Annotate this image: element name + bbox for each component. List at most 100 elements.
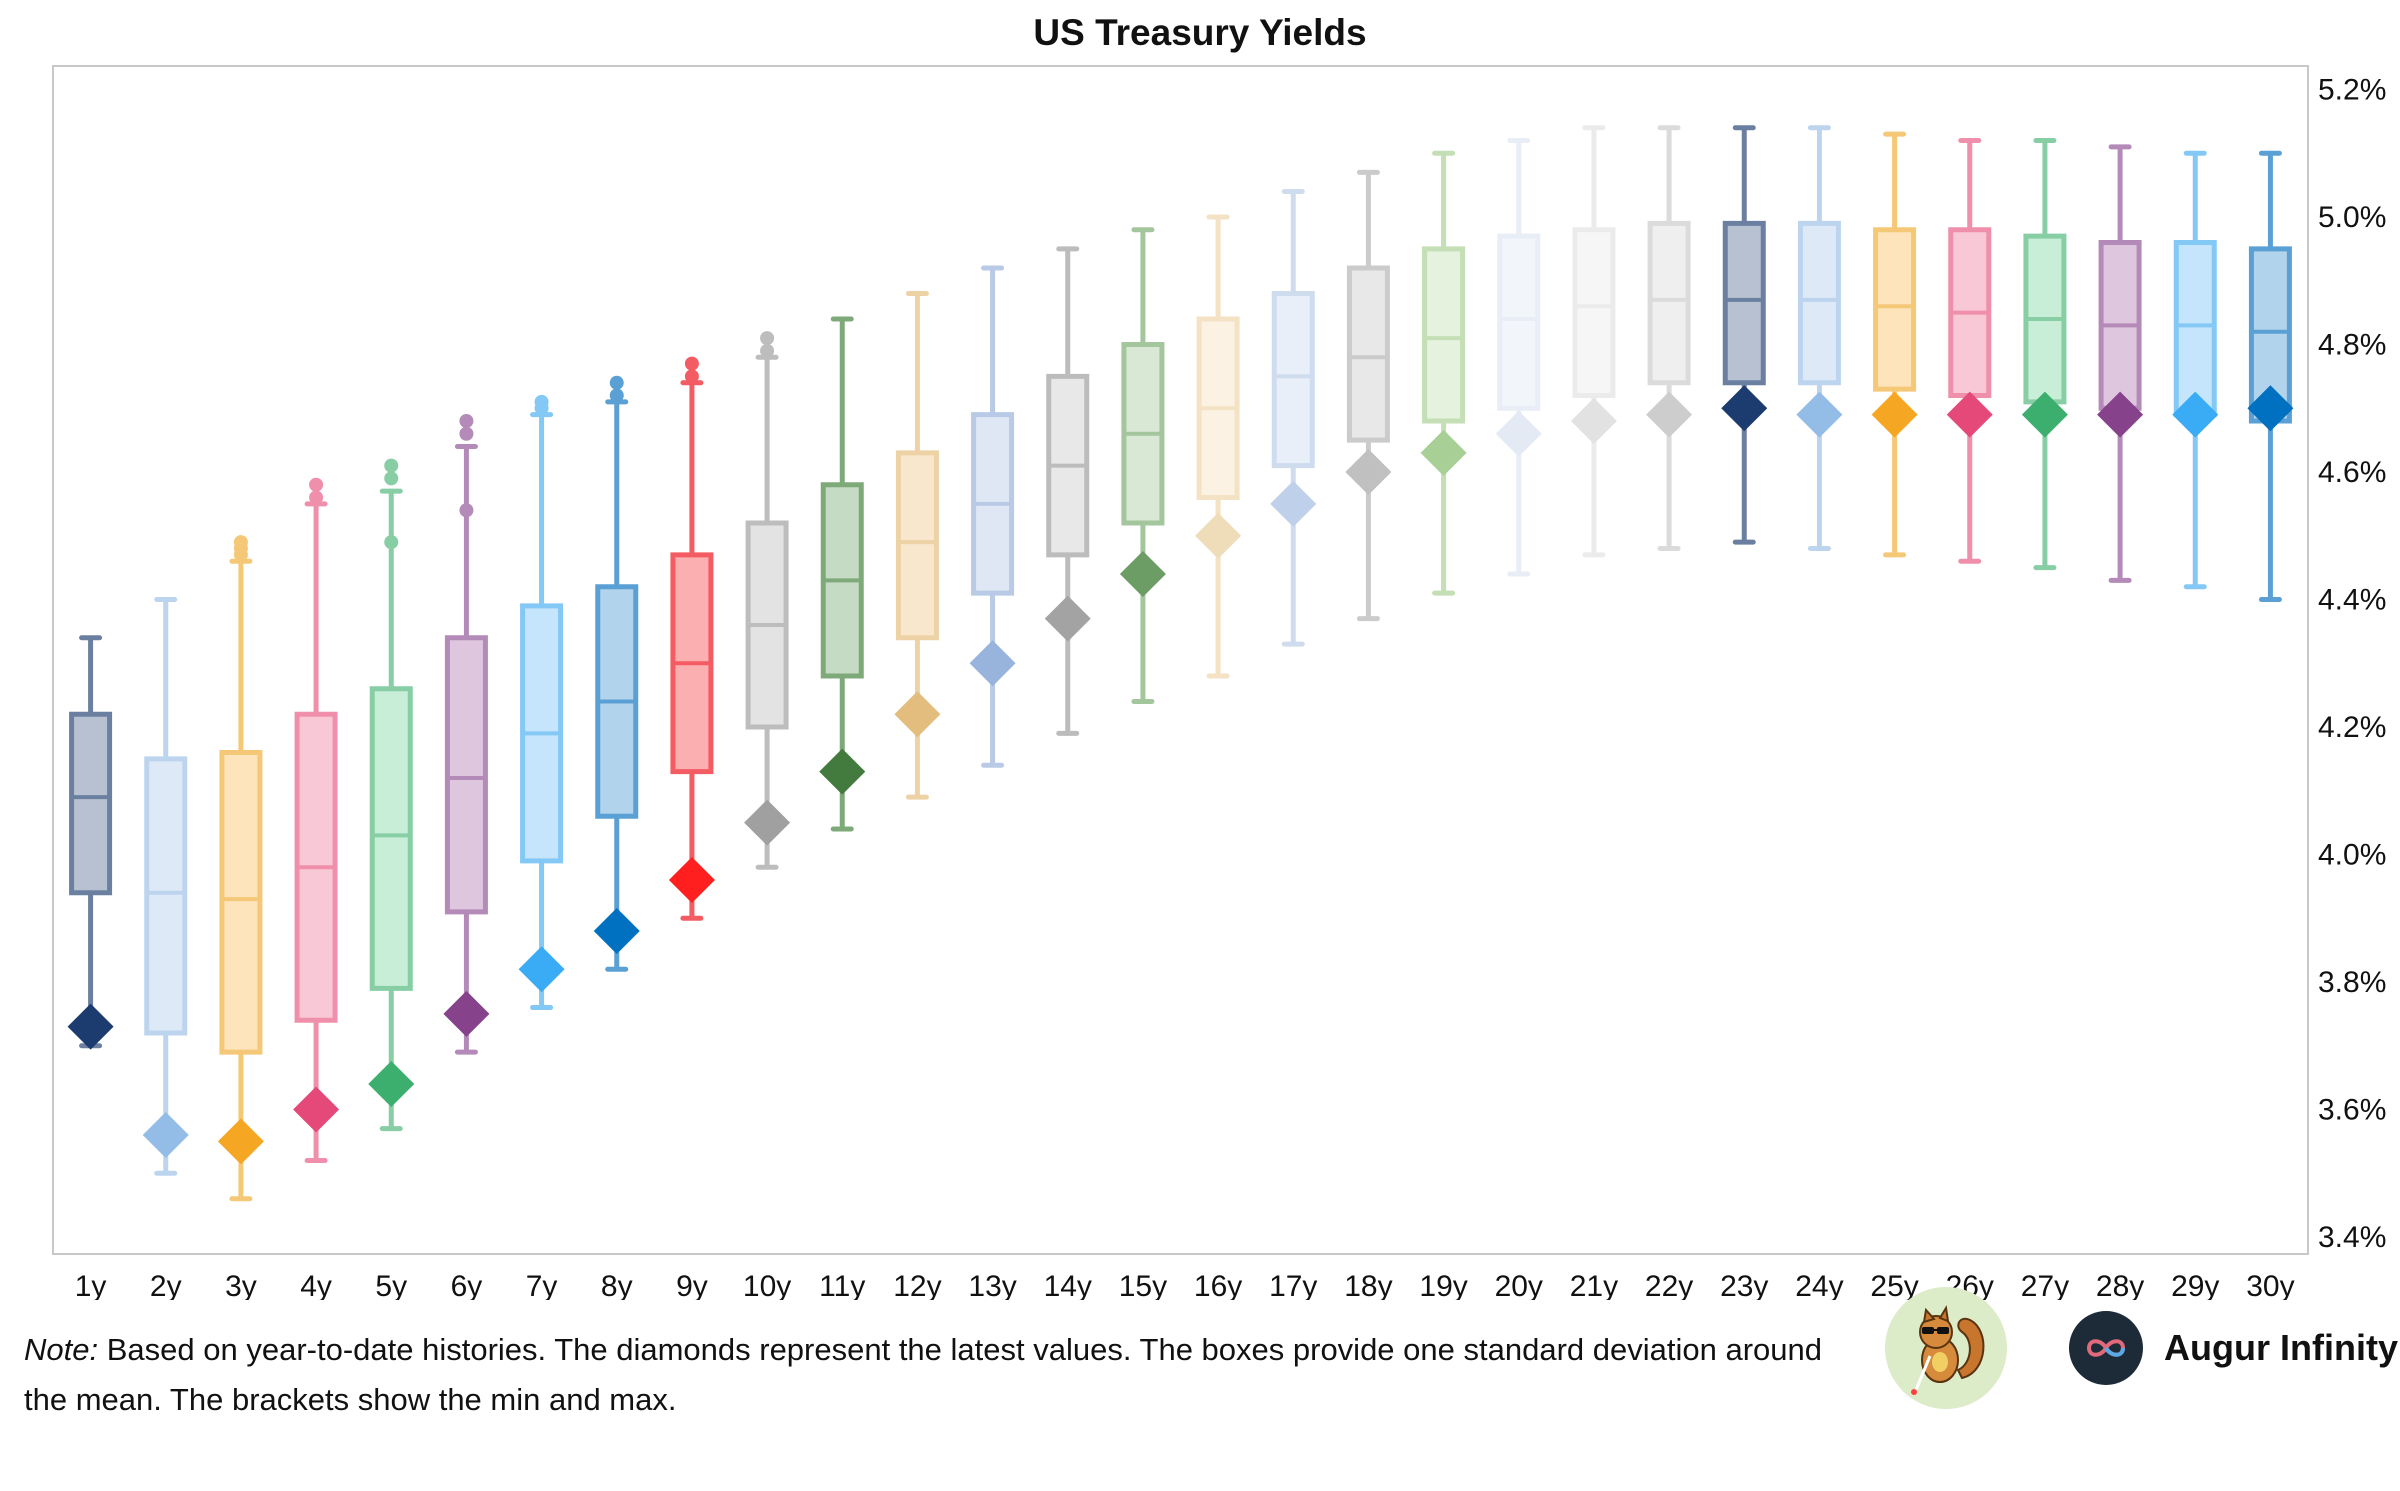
brand-name: Augur Infinity [2164,1327,2398,1368]
box-17y [1270,189,1317,647]
std-dev-box [1722,220,1766,386]
latest-value-diamond [1420,429,1467,476]
x-tick-label: 9y [676,1270,708,1300]
latest-value-diamond [819,748,866,795]
chart-plot: 1y 2y 3y 4y 5y 6y 7y 8y 9y 10y 11y 12y 13y 14y 15y 16y 1… [52,65,2386,1300]
x-tick-label: 27y [2021,1270,2069,1300]
y-tick-label: 4.2% [2318,711,2386,744]
latest-value-diamond [518,946,565,993]
x-tick-label: 7y [526,1270,558,1300]
outlier-point [459,503,474,518]
x-tick-label: 17y [1269,1270,1317,1300]
latest-value-diamond [2097,391,2144,438]
latest-value-diamond [969,640,1016,687]
outlier-point [609,388,624,403]
x-tick-label: 4y [300,1270,332,1300]
latest-value-diamond [443,990,490,1037]
x-tick-label: 12y [893,1270,941,1300]
y-tick-label: 4.8% [2318,329,2386,362]
x-tick-label: 22y [1645,1270,1693,1300]
y-tick-label: 5.0% [2318,201,2386,234]
box-18y [1345,169,1392,622]
std-dev-box [895,450,939,641]
squirrel-mascot-logo [1885,1287,2007,1409]
latest-value-diamond [1871,391,1918,438]
latest-value-diamond [67,1003,114,1050]
std-dev-box [1647,220,1691,386]
x-tick-label: 23y [1720,1270,1768,1300]
std-dev-box [1797,220,1841,386]
std-dev-box [69,711,113,896]
latest-value-diamond [2247,385,2294,432]
box-14y [1044,246,1091,736]
chart-title: US Treasury Yields [1033,12,1367,53]
std-dev-box [219,750,263,1055]
std-dev-box [1497,233,1541,411]
y-tick-label: 4.0% [2318,839,2386,872]
std-dev-box [369,686,413,991]
outlier-point [459,414,474,428]
box-13y [969,265,1016,768]
x-tick-label: 30y [2246,1270,2294,1300]
x-tick-label: 18y [1344,1270,1392,1300]
latest-value-diamond [1270,480,1317,527]
box-29y [2172,150,2219,590]
std-dev-box [1572,227,1616,398]
x-tick-label: 2y [150,1270,182,1300]
box-9y [668,356,715,921]
latest-value-diamond [1646,391,1693,438]
latest-value-diamond [293,1086,340,1133]
box-1y [67,635,114,1050]
latest-value-diamond [1721,385,1768,432]
box-7y [518,394,565,1010]
box-24y [1796,125,1843,551]
latest-value-diamond [368,1061,415,1107]
x-tick-label: 10y [743,1270,791,1300]
latest-value-diamond [217,1118,264,1165]
outlier-point [233,535,248,550]
latest-value-diamond [142,1112,189,1158]
box-3y [217,535,264,1202]
x-tick-label: 6y [451,1270,483,1300]
outlier-point [309,477,324,492]
x-tick-label: 24y [1795,1270,1843,1300]
std-dev-box [444,635,488,915]
std-dev-box [1271,291,1315,469]
latest-value-diamond [1946,391,1993,438]
footnote: Note: Based on year-to-date histories. T… [24,1325,1844,1425]
box-19y [1420,150,1467,596]
latest-value-diamond [744,799,791,846]
std-dev-box [2173,240,2217,418]
latest-value-diamond [1119,551,1166,597]
box-5y [368,458,415,1132]
std-dev-box [1346,265,1390,443]
box-25y [1871,131,1918,558]
outlier-point [384,471,399,486]
outlier-point [384,458,399,473]
box-11y [819,316,866,832]
box-27y [2021,138,2068,571]
box-23y [1721,125,1768,545]
x-tick-label: 5y [375,1270,407,1300]
outlier-point [684,369,699,384]
y-tick-label: 3.4% [2318,1221,2386,1254]
outlier-point [534,394,549,409]
brand-block: Augur Infinity [2068,1310,2398,1386]
x-tick-label: 8y [601,1270,633,1300]
latest-value-diamond [894,691,941,738]
plot-frame [52,65,2309,1255]
outlier-point [760,331,775,346]
box-4y [293,477,340,1163]
box-21y [1570,125,1617,558]
y-tick-label: 5.2% [2318,74,2386,107]
latest-value-diamond [1345,449,1392,495]
latest-value-diamond [593,908,640,954]
box-6y [443,414,490,1055]
x-tick-label: 25y [1870,1270,1918,1300]
x-tick-label: 11y [819,1270,865,1300]
x-tick-label: 13y [968,1270,1016,1300]
box-26y [1946,138,1993,564]
x-tick-label: 16y [1194,1270,1242,1300]
y-tick-label: 3.8% [2318,966,2386,999]
latest-value-diamond [1195,512,1242,559]
